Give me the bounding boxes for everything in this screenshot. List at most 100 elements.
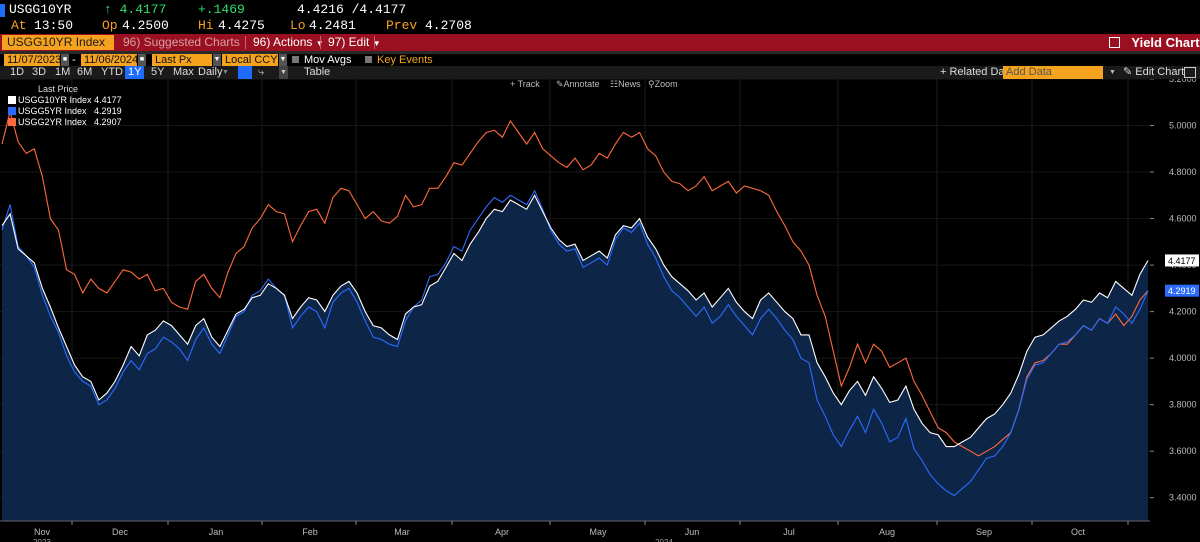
x-tick-label: Nov — [34, 527, 51, 537]
x-tick-label: Jan — [209, 527, 224, 537]
legend-item-2yr[interactable]: USGG2YR Index 4.2907 — [8, 117, 122, 128]
add-data-input[interactable]: Add Data — [1003, 66, 1103, 79]
annotate-label: Annotate — [563, 79, 600, 89]
pencil-icon: ✎ — [1123, 66, 1136, 78]
ticker-symbol[interactable]: USGG10YR — [9, 2, 72, 17]
currency-select[interactable]: Local CCY — [222, 54, 278, 66]
svg-text:4.2919: 4.2919 — [1168, 286, 1196, 296]
series-line-5yr[interactable] — [1, 189, 1149, 497]
y-tick-label: 3.8000 — [1169, 400, 1197, 410]
x-tick-label: Aug — [879, 527, 895, 537]
range-ytd[interactable]: YTD — [101, 66, 123, 78]
chart-legend: Last Price USGG10YR Index 4.4177 USGG5YR… — [8, 84, 122, 128]
y-tick-label: 4.2000 — [1169, 307, 1197, 317]
chart-style-icon[interactable]: ⤷ — [258, 66, 265, 78]
yield-chart-button[interactable]: Yield Chart — [1104, 34, 1200, 51]
x-tick-label: Feb — [302, 527, 318, 537]
mov-avgs-label: Mov Avgs — [304, 54, 352, 66]
yield-chart-label: Yield Chart — [1131, 35, 1200, 50]
date-controls: 11/07/2023 ■ - 11/06/2024 ■ Last Px ▼ Lo… — [0, 54, 1200, 66]
series-line-10yr[interactable] — [1, 194, 1149, 448]
separator — [0, 51, 1200, 54]
prev-value: 4.2708 — [425, 18, 472, 33]
open-label: Op — [102, 18, 118, 33]
suggested-charts-button[interactable]: 96) Suggested Charts — [123, 35, 240, 49]
legend-value: 4.2919 — [94, 106, 122, 116]
range-controls: 1D 3D 1M 6M YTD 1Y 5Y Max Daily ▼ ⤷ ▼ Ta… — [0, 66, 1200, 79]
end-date-input[interactable]: 11/06/2024 — [81, 54, 138, 66]
legend-name: USGG10YR Index — [18, 95, 92, 105]
chevron-down-icon: ▼ — [316, 39, 324, 48]
actions-menu[interactable]: 96) Actions ▼ — [248, 34, 329, 51]
calendar-icon[interactable]: ■ — [138, 54, 146, 66]
range-5y[interactable]: 5Y — [151, 66, 165, 78]
prev-label: Prev — [386, 18, 418, 33]
at-label: At — [11, 18, 27, 33]
y-tick-label: 5.2000 — [1169, 79, 1197, 84]
start-date-input[interactable]: 11/07/2023 — [4, 54, 61, 66]
zoom-tool[interactable]: ⚲ Zoom — [648, 79, 678, 89]
high-value: 4.4275 — [218, 18, 265, 33]
x-tick-label: Jul — [783, 527, 795, 537]
annotate-tool[interactable]: ✎ Annotate — [556, 79, 600, 89]
x-tick-label: Mar — [394, 527, 410, 537]
x-axis-panel — [0, 521, 1200, 542]
chevron-down-icon[interactable]: ▼ — [279, 66, 288, 79]
legend-swatch — [8, 107, 16, 115]
x-year-label: 2024 — [655, 538, 673, 542]
x-tick-label: Apr — [495, 527, 509, 537]
yield-chart[interactable]: 5.20005.00004.80004.60004.40004.20004.00… — [0, 74, 1200, 542]
news-label: News — [618, 79, 641, 89]
legend-item-10yr[interactable]: USGG10YR Index 4.4177 — [8, 95, 122, 106]
series-area-10yr — [2, 195, 1148, 522]
x-tick-label: Oct — [1071, 527, 1086, 537]
last-value-tag: 4.4177 — [1165, 254, 1199, 267]
key-events-checkbox[interactable] — [365, 56, 372, 63]
grid-icon[interactable] — [1184, 67, 1196, 78]
track-tool[interactable]: + Track — [510, 79, 540, 89]
chevron-down-icon[interactable]: ▼ — [222, 69, 229, 76]
range-1y[interactable]: 1Y — [125, 66, 145, 79]
y-axis-panel — [1150, 79, 1200, 542]
low-label: Lo — [290, 18, 306, 33]
field-select[interactable]: Last Px — [152, 54, 212, 66]
net-change: +.1469 — [198, 2, 245, 17]
chevron-down-icon[interactable]: ▼ — [279, 54, 287, 66]
range-1m[interactable]: 1M — [55, 66, 71, 78]
news-tool[interactable]: ☷ News — [610, 79, 641, 89]
low-value: 4.2481 — [309, 18, 356, 33]
calendar-icon[interactable]: ■ — [61, 54, 69, 66]
x-tick-label: Jun — [685, 527, 700, 537]
y-tick-label: 3.4000 — [1169, 493, 1197, 503]
frequency-select[interactable]: Daily — [198, 66, 223, 78]
legend-swatch — [8, 96, 16, 104]
legend-swatch — [8, 118, 16, 126]
y-tick-label: 4.6000 — [1169, 214, 1197, 224]
range-3d[interactable]: 3D — [32, 66, 47, 78]
chart-area[interactable]: 5.20005.00004.80004.60004.40004.20004.00… — [0, 74, 1200, 542]
legend-item-5yr[interactable]: USGG5YR Index 4.2919 — [8, 106, 122, 117]
edit-label: 97) Edit — [328, 35, 370, 49]
x-tick-label: Sep — [976, 527, 992, 537]
ticker-indicator — [0, 4, 5, 17]
actions-label: 96) Actions — [253, 35, 313, 49]
y-tick-label: 5.0000 — [1169, 121, 1197, 131]
legend-name: USGG2YR Index — [18, 117, 87, 127]
line-chart-icon[interactable] — [238, 66, 252, 79]
series-line-2yr[interactable] — [1, 111, 1149, 457]
at-time: 13:50 — [34, 18, 74, 33]
range-max[interactable]: Max — [173, 66, 194, 78]
mov-avgs-checkbox[interactable] — [292, 56, 299, 63]
related-data-button[interactable]: + Related Dat — [940, 66, 1008, 78]
legend-value: 4.4177 — [94, 95, 122, 105]
quote-header: USGG10YR ↑ 4.4177 +.1469 4.4216 /4.4177 … — [0, 0, 1200, 34]
table-button[interactable]: Table — [304, 66, 331, 78]
range-6m[interactable]: 6M — [77, 66, 93, 78]
security-field[interactable]: USGG10YR Index — [2, 35, 114, 50]
edit-menu[interactable]: 97) Edit ▼ — [323, 34, 386, 51]
legend-value: 4.2907 — [94, 117, 122, 127]
chevron-down-icon[interactable]: ▼ — [213, 54, 221, 66]
chevron-down-icon[interactable]: ▼ — [1109, 69, 1116, 76]
edit-chart-button[interactable]: ✎ Edit Chart — [1123, 66, 1184, 79]
range-1d[interactable]: 1D — [10, 66, 25, 78]
